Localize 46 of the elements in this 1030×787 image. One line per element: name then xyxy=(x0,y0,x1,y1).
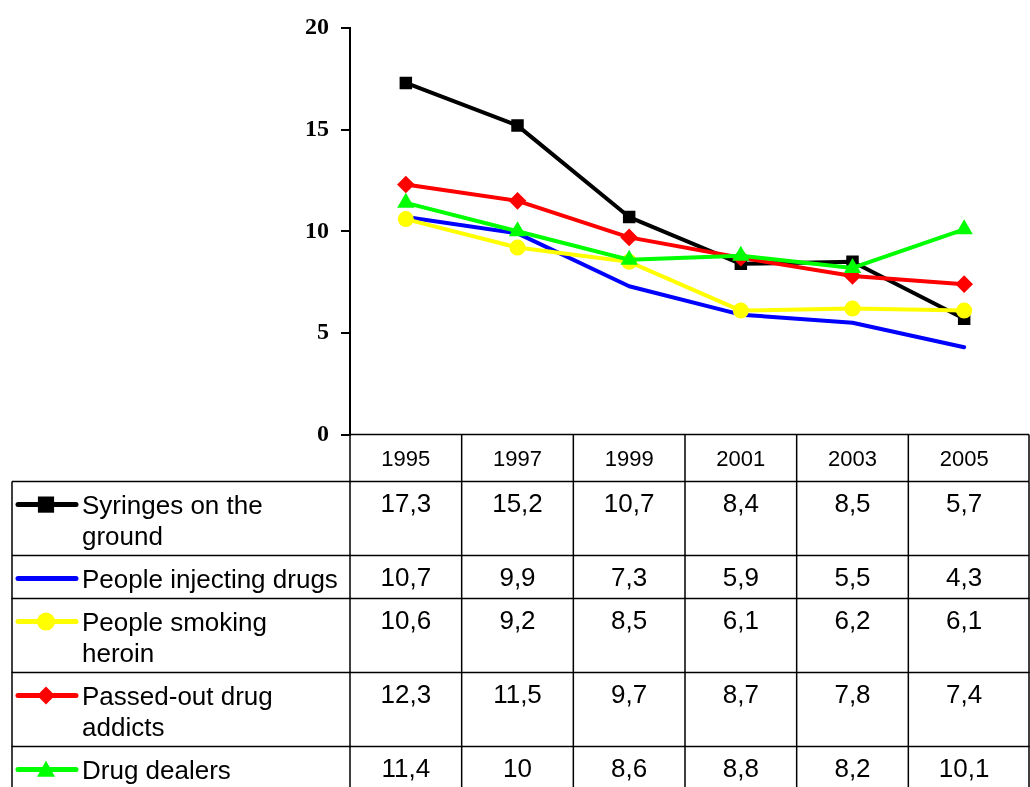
data-label: 17,3 xyxy=(380,487,432,518)
data-label: 7,8 xyxy=(834,678,871,709)
x-tick-label: 1999 xyxy=(604,445,654,471)
legend-label: Drug dealers xyxy=(82,754,231,785)
data-label: 6,1 xyxy=(722,604,759,635)
data-label: 7,4 xyxy=(946,678,983,709)
data-label: 4,3 xyxy=(946,561,983,592)
legend-label: People injecting drugs xyxy=(82,563,338,594)
x-tick-label: 2003 xyxy=(828,445,877,471)
legend-label: Syringes on the ground xyxy=(82,489,263,551)
x-tick-label: 1997 xyxy=(493,445,542,471)
data-label: 10,7 xyxy=(603,487,655,518)
data-label: 5,7 xyxy=(946,487,983,518)
data-label: 7,3 xyxy=(611,561,648,592)
data-label: 9,9 xyxy=(499,561,536,592)
data-label: 10 xyxy=(503,752,532,783)
data-label: 9,7 xyxy=(611,678,648,709)
legend-label: People smoking heroin xyxy=(82,606,267,668)
data-label: 11,4 xyxy=(381,752,431,783)
y-tick-label: 5 xyxy=(317,318,329,345)
y-tick-label: 20 xyxy=(305,13,329,40)
data-label: 11,5 xyxy=(493,678,542,709)
y-tick-label: 10 xyxy=(305,216,329,243)
data-label: 8,2 xyxy=(834,752,871,783)
data-label: 8,6 xyxy=(611,752,648,783)
data-label: 8,7 xyxy=(722,678,759,709)
x-tick-label: 2005 xyxy=(939,445,989,471)
data-label: 15,2 xyxy=(492,487,543,518)
x-tick-label: 2001 xyxy=(716,445,766,471)
data-label: 10,1 xyxy=(938,752,990,783)
data-label: 8,5 xyxy=(611,604,648,635)
x-tick-label: 1995 xyxy=(381,445,431,471)
data-label: 8,5 xyxy=(834,487,871,518)
data-label: 5,5 xyxy=(834,561,871,592)
data-label: 9,2 xyxy=(499,604,536,635)
data-label: 6,2 xyxy=(834,604,871,635)
data-label: 12,3 xyxy=(380,678,432,709)
y-tick-label: 0 xyxy=(317,419,329,446)
data-label: 10,7 xyxy=(380,561,432,592)
data-label: 6,1 xyxy=(946,604,983,635)
data-label: 10,6 xyxy=(380,604,432,635)
legend-label: Passed-out drug addicts xyxy=(82,680,273,742)
data-label: 8,4 xyxy=(722,487,759,518)
y-tick-label: 15 xyxy=(305,114,329,141)
data-label: 8,8 xyxy=(722,752,759,783)
data-label: 5,9 xyxy=(722,561,759,592)
